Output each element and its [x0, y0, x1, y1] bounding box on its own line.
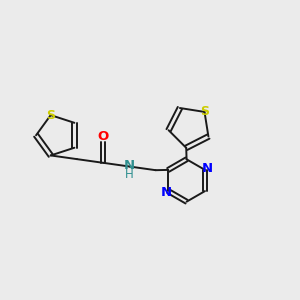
Text: O: O [98, 130, 109, 143]
Text: N: N [160, 186, 171, 199]
Text: N: N [124, 158, 135, 172]
Text: S: S [200, 105, 209, 119]
Text: H: H [125, 168, 134, 181]
Text: N: N [202, 162, 213, 175]
Text: S: S [46, 109, 55, 122]
